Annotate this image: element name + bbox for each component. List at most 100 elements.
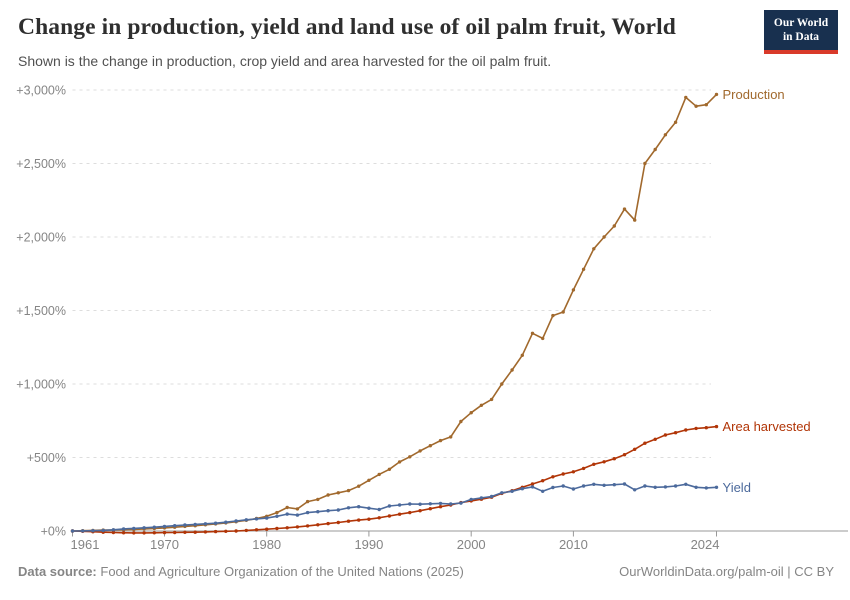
data-point-yield <box>70 529 75 533</box>
x-axis-tick-label: 2000 <box>457 537 486 552</box>
data-point-production <box>500 382 504 386</box>
data-point-yield <box>367 506 371 510</box>
data-point-area-harvested <box>643 441 647 445</box>
data-point-production <box>275 510 279 515</box>
data-point-yield <box>714 485 719 489</box>
data-point-area-harvested <box>377 516 381 520</box>
data-point-yield <box>663 485 668 489</box>
data-point-production <box>489 397 494 402</box>
data-point-area-harvested <box>438 505 443 509</box>
data-point-yield <box>111 528 116 532</box>
data-source-label: Data source: <box>18 564 97 579</box>
data-point-production <box>561 310 565 314</box>
data-point-yield <box>438 501 443 506</box>
data-point-production <box>592 247 596 251</box>
x-axis-tick-label: 1961 <box>71 537 100 552</box>
data-point-production <box>428 444 432 448</box>
data-point-yield <box>254 517 259 521</box>
data-point-yield <box>132 526 136 531</box>
data-point-area-harvested <box>602 460 606 464</box>
page-title: Change in production, yield and land use… <box>18 14 676 40</box>
data-point-yield <box>673 484 678 488</box>
data-point-area-harvested <box>561 472 565 476</box>
y-axis-tick-label: +1,000% <box>16 378 66 392</box>
data-point-production <box>295 507 300 511</box>
y-axis-tick-label: +3,000% <box>16 84 66 98</box>
data-point-area-harvested <box>704 426 708 430</box>
data-point-area-harvested <box>612 457 616 461</box>
data-point-production <box>704 103 708 107</box>
data-point-yield <box>704 486 708 490</box>
data-point-yield <box>581 484 586 488</box>
data-point-area-harvested <box>663 433 668 437</box>
data-point-area-harvested <box>571 470 576 474</box>
data-point-area-harvested <box>152 531 156 535</box>
owid-logo[interactable]: Our World in Data <box>764 10 838 54</box>
data-point-production <box>357 484 361 488</box>
data-point-yield <box>183 523 187 527</box>
data-point-area-harvested <box>684 428 688 432</box>
data-point-production <box>326 493 330 497</box>
data-point-area-harvested <box>653 437 657 441</box>
data-point-yield <box>305 510 310 515</box>
data-point-yield <box>510 489 514 493</box>
data-point-yield <box>91 529 95 533</box>
data-point-area-harvested <box>193 530 197 534</box>
y-axis-tick-label: +2,500% <box>16 157 66 171</box>
data-point-production <box>612 224 616 228</box>
data-point-production <box>285 505 289 510</box>
data-point-yield <box>684 482 688 486</box>
data-point-area-harvested <box>244 528 248 533</box>
series-label-area-harvested[interactable]: Area harvested <box>723 419 811 434</box>
data-point-production <box>633 218 637 222</box>
data-point-area-harvested <box>387 514 392 518</box>
data-point-production <box>469 411 473 415</box>
y-axis-tick-label: +0% <box>41 525 66 539</box>
data-point-yield <box>418 502 422 506</box>
data-point-yield <box>612 483 616 487</box>
data-point-yield <box>377 507 381 512</box>
data-point-area-harvested <box>418 509 422 513</box>
data-point-area-harvested <box>622 453 627 457</box>
data-point-yield <box>520 487 524 491</box>
data-point-production <box>684 95 688 100</box>
data-point-production <box>520 353 524 357</box>
data-point-yield <box>234 519 238 523</box>
data-source-text: Food and Agriculture Organization of the… <box>100 564 464 579</box>
data-point-yield <box>285 512 289 516</box>
chart-subtitle: Shown is the change in production, crop … <box>18 53 552 69</box>
data-point-area-harvested <box>714 424 719 429</box>
data-point-yield <box>571 487 576 491</box>
series-line-production <box>72 93 718 532</box>
data-point-yield <box>449 502 453 506</box>
data-point-production <box>694 104 698 108</box>
data-point-area-harvested <box>254 528 259 532</box>
data-point-area-harvested <box>633 447 637 451</box>
data-point-yield <box>428 502 432 506</box>
data-point-area-harvested <box>203 530 208 534</box>
data-point-yield <box>479 496 484 500</box>
data-point-yield <box>653 485 657 489</box>
data-point-yield <box>469 497 473 502</box>
data-point-production <box>551 313 555 318</box>
data-point-yield <box>643 484 647 488</box>
x-axis-tick-label: 1970 <box>150 537 179 552</box>
x-axis-tick-label: 2010 <box>559 537 588 552</box>
footer-citation-link[interactable]: OurWorldinData.org/palm-oil | CC BY <box>619 564 834 579</box>
data-point-production <box>449 435 453 439</box>
series-label-production[interactable]: Production <box>723 87 785 102</box>
data-point-yield <box>162 524 167 529</box>
data-point-production <box>643 161 647 166</box>
data-point-area-harvested <box>162 530 167 535</box>
y-axis-tick-label: +500% <box>27 451 66 465</box>
series-label-yield[interactable]: Yield <box>723 480 751 495</box>
data-point-yield <box>500 491 504 495</box>
data-point-area-harvested <box>285 526 289 530</box>
data-point-area-harvested <box>316 523 320 527</box>
data-point-area-harvested <box>111 530 116 535</box>
data-point-yield <box>592 482 596 486</box>
data-point-area-harvested <box>295 525 300 529</box>
data-point-area-harvested <box>673 431 678 435</box>
